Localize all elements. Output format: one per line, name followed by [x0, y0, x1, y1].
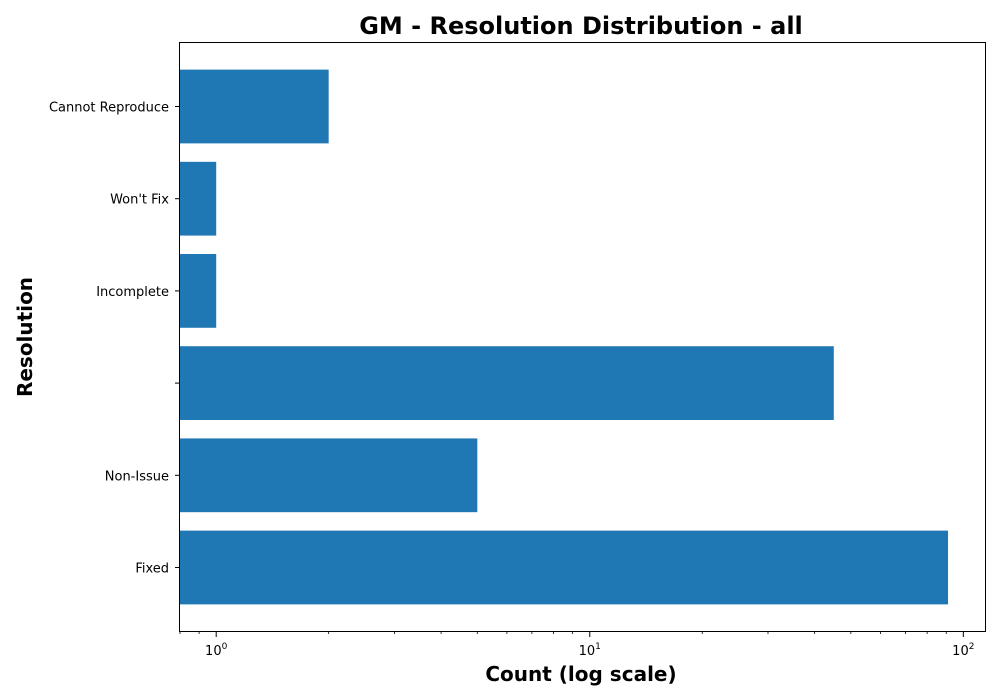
bar: [180, 161, 217, 236]
chart-title: GM - Resolution Distribution - all: [359, 12, 803, 40]
bar: [180, 69, 329, 144]
y-axis: Fixed Non-Issue Incomplete Won't Fix Cannot …: [49, 101, 180, 577]
y-tick-label: Non-Issue: [105, 469, 169, 484]
y-tick-label: Cannot Reproduce: [49, 101, 169, 116]
bar: [180, 254, 217, 328]
x-tick-label: 100: [205, 642, 228, 659]
y-axis-label: Resolution: [13, 277, 37, 397]
x-axis-label: Count (log scale): [485, 662, 676, 686]
y-tick-label: Fixed: [135, 562, 169, 577]
bar: [180, 438, 478, 513]
bar: [180, 346, 834, 420]
y-tick-label: Incomplete: [96, 285, 169, 300]
x-tick-label: 102: [952, 642, 974, 659]
bar: [180, 530, 949, 605]
x-axis: 100 101 102: [179, 631, 974, 659]
y-tick-label: Won't Fix: [110, 193, 169, 208]
x-tick-label: 101: [579, 642, 601, 659]
bars-layer: [180, 69, 949, 605]
plot-frame: [179, 42, 986, 632]
